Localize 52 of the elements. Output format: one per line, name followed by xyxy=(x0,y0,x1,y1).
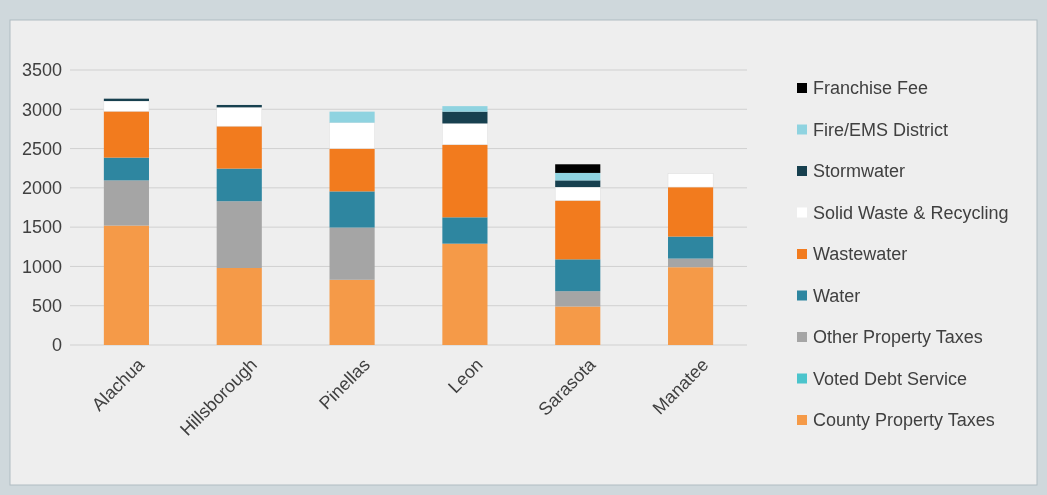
bar xyxy=(329,279,375,345)
legend-label: Fire/EMS District xyxy=(813,119,948,140)
bar xyxy=(103,111,149,158)
bar xyxy=(329,111,375,123)
bar xyxy=(555,259,601,292)
bar xyxy=(442,111,488,124)
bar xyxy=(103,180,149,226)
bar xyxy=(216,201,262,268)
bar xyxy=(103,157,149,181)
bar xyxy=(442,217,488,244)
bar xyxy=(103,225,149,345)
legend-label: Wastewater xyxy=(813,244,908,265)
legend-label: Solid Waste & Recycling xyxy=(813,202,1009,223)
bar xyxy=(555,172,601,181)
y-tick-label: 1500 xyxy=(21,217,62,238)
legend-label: Voted Debt Service xyxy=(813,368,968,389)
y-tick-label: 2500 xyxy=(21,138,62,159)
bar xyxy=(667,173,714,188)
legend-label: Stormwater xyxy=(813,161,906,182)
bar xyxy=(216,126,262,169)
legend-label: Other Property Taxes xyxy=(813,327,983,348)
legend-label: Water xyxy=(813,285,861,306)
y-tick-label: 500 xyxy=(31,296,62,317)
bar xyxy=(555,180,601,188)
legend-label: County Property Taxes xyxy=(813,410,995,431)
bar xyxy=(329,148,375,192)
bar xyxy=(103,100,150,112)
bar xyxy=(555,291,601,307)
y-tick-label: 1000 xyxy=(21,256,62,277)
bar xyxy=(554,186,601,201)
bar xyxy=(216,168,262,202)
legend-label: Franchise Fee xyxy=(813,78,929,99)
bar xyxy=(442,144,488,218)
bar xyxy=(668,187,714,237)
bar xyxy=(329,191,375,228)
bar xyxy=(329,227,375,280)
bar xyxy=(442,243,488,345)
y-tick-label: 3000 xyxy=(21,99,62,120)
bar xyxy=(442,106,488,112)
y-tick-label: 0 xyxy=(51,335,62,356)
bar xyxy=(329,122,375,149)
y-tick-label: 3500 xyxy=(21,60,62,81)
bar xyxy=(216,107,263,127)
bar xyxy=(216,268,262,345)
bar xyxy=(668,267,714,345)
bar xyxy=(555,200,601,260)
y-tick-label: 2000 xyxy=(21,178,62,199)
bar xyxy=(555,306,601,345)
bar xyxy=(668,258,714,268)
bar xyxy=(442,123,488,145)
bar xyxy=(668,236,714,259)
bar xyxy=(555,164,601,173)
